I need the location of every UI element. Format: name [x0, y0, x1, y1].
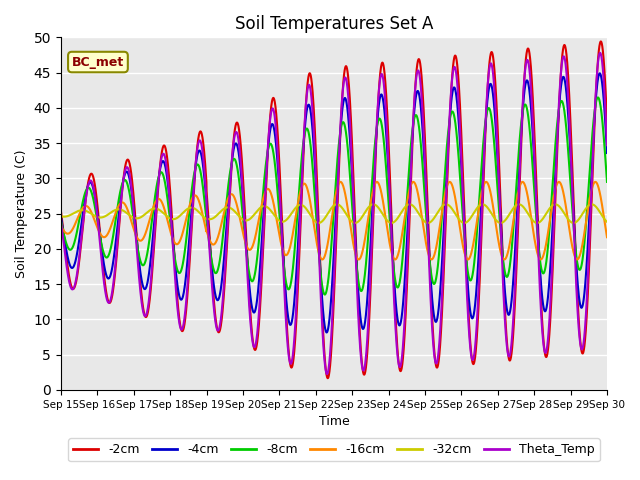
Theta_Temp [397, 362, 404, 368]
-16cm [209, 242, 217, 248]
Line: -2cm: -2cm [61, 41, 607, 378]
-2cm [603, 119, 611, 124]
-2cm [57, 208, 65, 214]
-32cm [174, 215, 182, 220]
-4cm [174, 286, 182, 291]
-8cm [209, 266, 217, 272]
-4cm [603, 150, 611, 156]
Line: Theta_Temp: Theta_Temp [61, 53, 607, 374]
-32cm [387, 220, 395, 226]
-16cm [551, 187, 559, 193]
-4cm [603, 147, 611, 153]
-8cm [397, 272, 404, 278]
Y-axis label: Soil Temperature (C): Soil Temperature (C) [15, 149, 28, 278]
-16cm [591, 179, 599, 185]
-2cm [174, 302, 182, 308]
Theta_Temp [323, 371, 331, 377]
-16cm [57, 223, 65, 229]
-2cm [597, 38, 605, 44]
Line: -16cm: -16cm [61, 182, 607, 260]
-2cm [552, 199, 559, 205]
-32cm [57, 213, 65, 219]
-8cm [552, 144, 559, 149]
-2cm [397, 368, 404, 374]
-32cm [397, 211, 404, 216]
-32cm [551, 202, 559, 207]
-2cm [324, 375, 332, 381]
-32cm [603, 219, 611, 225]
-16cm [174, 241, 182, 247]
-8cm [603, 177, 611, 182]
-4cm [596, 71, 604, 76]
-8cm [387, 238, 395, 244]
Theta_Temp [57, 218, 65, 224]
Legend: -2cm, -4cm, -8cm, -16cm, -32cm, Theta_Temp: -2cm, -4cm, -8cm, -16cm, -32cm, Theta_Te… [68, 438, 600, 461]
Theta_Temp [596, 50, 604, 56]
-4cm [397, 320, 404, 325]
-4cm [323, 330, 330, 336]
-16cm [603, 233, 611, 239]
-8cm [321, 292, 328, 298]
-8cm [57, 218, 65, 224]
-32cm [603, 219, 611, 225]
Theta_Temp [387, 230, 395, 236]
-16cm [387, 248, 395, 253]
Text: BC_met: BC_met [72, 56, 124, 69]
-4cm [57, 214, 65, 219]
-8cm [603, 179, 611, 185]
Line: -4cm: -4cm [61, 73, 607, 333]
-32cm [570, 220, 577, 226]
Theta_Temp [174, 309, 182, 315]
-16cm [603, 234, 611, 240]
-2cm [209, 292, 217, 298]
-2cm [603, 115, 611, 120]
Theta_Temp [209, 300, 217, 306]
-8cm [594, 95, 602, 100]
-8cm [174, 268, 182, 274]
Theta_Temp [552, 184, 559, 190]
-4cm [387, 224, 395, 230]
-32cm [209, 215, 217, 221]
-2cm [387, 207, 395, 213]
Theta_Temp [603, 143, 611, 148]
-32cm [588, 202, 595, 207]
Title: Soil Temperatures Set A: Soil Temperatures Set A [235, 15, 433, 33]
X-axis label: Time: Time [319, 415, 349, 428]
-4cm [552, 170, 559, 176]
-16cm [573, 257, 581, 263]
Line: -8cm: -8cm [61, 97, 607, 295]
Line: -32cm: -32cm [61, 204, 607, 223]
-4cm [209, 279, 217, 285]
-16cm [397, 240, 404, 246]
Theta_Temp [603, 139, 611, 144]
